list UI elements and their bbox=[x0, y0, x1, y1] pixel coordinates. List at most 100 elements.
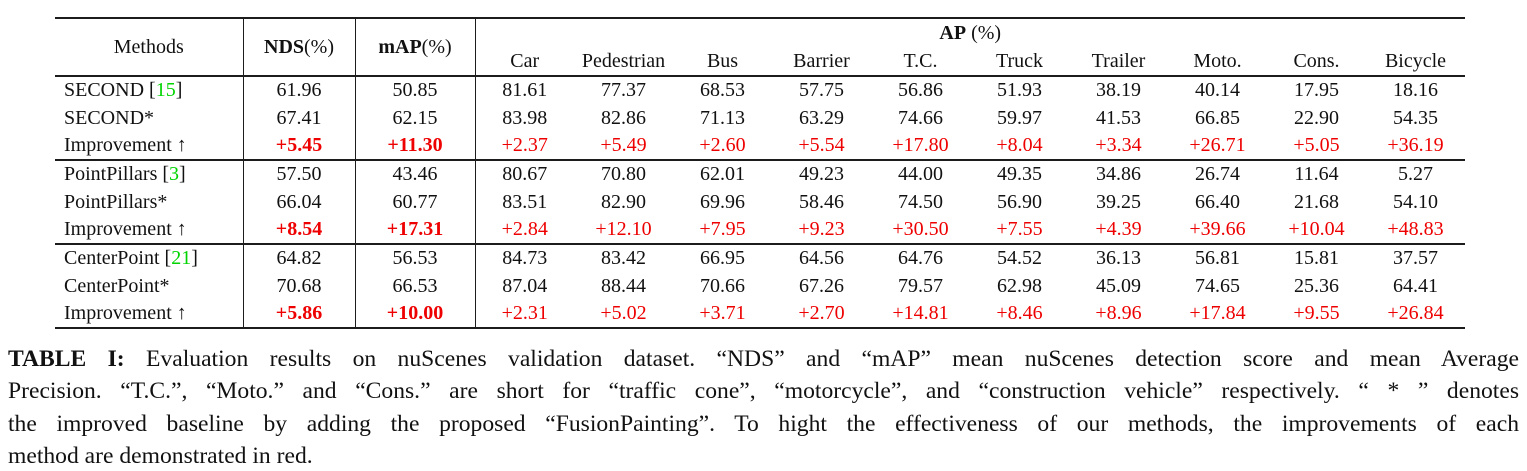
ap-cell: 15.81 bbox=[1294, 247, 1339, 269]
ap-cell: 67.26 bbox=[799, 274, 844, 297]
ap-col-header: Bicycle bbox=[1384, 49, 1447, 72]
nds-cell: 64.82 bbox=[243, 244, 356, 272]
ap-cell: +26.71 bbox=[1189, 134, 1246, 156]
ap-cell: +3.34 bbox=[1095, 134, 1142, 156]
table-number-label: TABLE I: bbox=[8, 346, 125, 372]
method-cell: SECOND [15] bbox=[55, 76, 244, 104]
ap-cell: 25.36 bbox=[1294, 274, 1339, 297]
map-cell: +10.00 bbox=[355, 300, 476, 328]
nds-label: NDS bbox=[264, 35, 305, 58]
ap-cell: 64.56 bbox=[799, 247, 844, 269]
ap-col-header: Cons. bbox=[1293, 49, 1340, 72]
ap-cell: 63.29 bbox=[799, 106, 844, 129]
ap-cell: +26.84 bbox=[1387, 302, 1444, 324]
ap-cell: 82.90 bbox=[601, 190, 646, 213]
method-cell: PointPillars [3] bbox=[55, 160, 244, 188]
citation-link[interactable]: 15 bbox=[155, 79, 176, 101]
method-name: Improvement ↑ bbox=[64, 302, 187, 324]
ap-cell: +3.71 bbox=[699, 302, 746, 324]
ap-cell: 77.37 bbox=[601, 79, 646, 101]
ap-cell: 45.09 bbox=[1096, 274, 1141, 297]
nds-pct-label: (%) bbox=[304, 35, 334, 58]
ap-cell: 84.73 bbox=[502, 247, 548, 269]
method-name: CenterPoint bbox=[64, 247, 160, 269]
ap-cell: 21.68 bbox=[1294, 190, 1339, 213]
ap-cell: 11.64 bbox=[1294, 163, 1339, 185]
method-cell: PointPillars* bbox=[55, 188, 244, 216]
nds-cell: +5.86 bbox=[243, 300, 356, 328]
ap-cell: +2.31 bbox=[501, 302, 548, 324]
nds-cell: +5.45 bbox=[243, 132, 356, 160]
col-header-ap-group: AP (%) bbox=[475, 18, 1465, 47]
table-row: CenterPoint [21] 64.82 56.53 84.73 83.42 66.9… bbox=[55, 244, 1465, 272]
citation-link[interactable]: 3 bbox=[169, 163, 180, 185]
caption-line-2: Precision. “T.C.”, “Moto.” and “Cons.” a… bbox=[8, 378, 1519, 405]
ap-cell: 59.97 bbox=[997, 106, 1042, 129]
ap-cell: 56.86 bbox=[898, 79, 943, 101]
ap-cell: 62.98 bbox=[997, 274, 1042, 297]
method-name: SECOND bbox=[64, 79, 145, 101]
ap-cell: 56.90 bbox=[997, 190, 1042, 213]
col-header-map: mAP(%) bbox=[355, 18, 476, 76]
ap-col-header: Trailer bbox=[1091, 49, 1146, 72]
table-row: PointPillars [3] 57.50 43.46 80.67 70.80 62.0… bbox=[55, 160, 1465, 188]
ap-cell: 88.44 bbox=[601, 274, 646, 297]
ap-cell: 64.76 bbox=[898, 247, 943, 269]
ap-cell: 51.93 bbox=[997, 79, 1042, 101]
ap-cell: +30.50 bbox=[892, 218, 949, 240]
map-cell: 66.53 bbox=[355, 272, 476, 300]
ap-cell: +5.54 bbox=[798, 134, 845, 156]
nds-cell: 66.04 bbox=[243, 188, 356, 216]
ap-cell: 70.66 bbox=[700, 274, 745, 297]
ap-group-pct-label: (%) bbox=[971, 21, 1002, 44]
ap-cell: +5.05 bbox=[1293, 134, 1340, 156]
caption-line-4: method are demonstrated in red. bbox=[8, 443, 313, 470]
ap-cell: +7.95 bbox=[699, 218, 746, 240]
ap-cell: +17.80 bbox=[892, 134, 949, 156]
ap-cell: +5.02 bbox=[600, 302, 647, 324]
ap-cell: +2.70 bbox=[798, 302, 845, 324]
paper-page: Methods NDS(%) mAP(%) AP (%) Car Pedestri… bbox=[0, 17, 1527, 471]
ap-cell: 38.19 bbox=[1096, 79, 1141, 101]
map-cell: 60.77 bbox=[355, 188, 476, 216]
method-name: CenterPoint* bbox=[64, 274, 170, 297]
map-cell: 56.53 bbox=[355, 244, 476, 272]
ap-cell: 56.81 bbox=[1195, 247, 1240, 269]
results-table: Methods NDS(%) mAP(%) AP (%) Car Pedestri… bbox=[55, 17, 1465, 329]
ap-cell: 54.35 bbox=[1393, 106, 1438, 129]
table-row: SECOND* 67.41 62.15 83.98 82.86 71.13 63.29 74.… bbox=[55, 104, 1465, 132]
nds-cell: 67.41 bbox=[243, 104, 356, 132]
ap-col-header: Truck bbox=[995, 49, 1044, 72]
ap-cell: +4.39 bbox=[1095, 218, 1142, 240]
method-cell: Improvement ↑ bbox=[55, 216, 244, 244]
ap-group-label: AP bbox=[939, 21, 967, 44]
table-row: Improvement ↑ +5.45 +11.30 +2.37 +5.49 +2.60 +… bbox=[55, 132, 1465, 160]
map-cell: +17.31 bbox=[355, 216, 476, 244]
table-row: CenterPoint* 70.68 66.53 87.04 88.44 70.66 67.… bbox=[55, 272, 1465, 300]
ap-col-header: Pedestrian bbox=[581, 49, 666, 72]
caption-text: Evaluation results on nuScenes validatio… bbox=[146, 346, 1520, 372]
ap-cell: +9.23 bbox=[798, 218, 845, 240]
ap-cell: 5.27 bbox=[1398, 163, 1433, 185]
method-cell: CenterPoint* bbox=[55, 272, 244, 300]
ap-cell: 71.13 bbox=[700, 106, 745, 129]
nds-cell: 70.68 bbox=[243, 272, 356, 300]
ap-cell: 64.41 bbox=[1393, 274, 1438, 297]
map-cell: 62.15 bbox=[355, 104, 476, 132]
ap-cell: 58.46 bbox=[799, 190, 844, 213]
ap-cell: 83.42 bbox=[601, 247, 646, 269]
method-group: PointPillars [3] 57.50 43.46 80.67 70.80 62.0… bbox=[55, 160, 1465, 244]
citation-link[interactable]: 21 bbox=[171, 247, 192, 269]
ap-cell: 62.01 bbox=[700, 163, 745, 185]
ap-cell: 74.65 bbox=[1195, 274, 1240, 297]
ap-cell: 74.66 bbox=[898, 106, 943, 129]
method-cell: Improvement ↑ bbox=[55, 132, 244, 160]
ap-cell: 22.90 bbox=[1294, 106, 1339, 129]
method-cell: CenterPoint [21] bbox=[55, 244, 244, 272]
ap-col-header: Car bbox=[510, 49, 540, 72]
ap-cell: 39.25 bbox=[1096, 190, 1141, 213]
ap-cell: 82.86 bbox=[601, 106, 646, 129]
nds-cell: +8.54 bbox=[243, 216, 356, 244]
ap-cell: +2.84 bbox=[501, 218, 548, 240]
ap-cell: +14.81 bbox=[892, 302, 949, 324]
